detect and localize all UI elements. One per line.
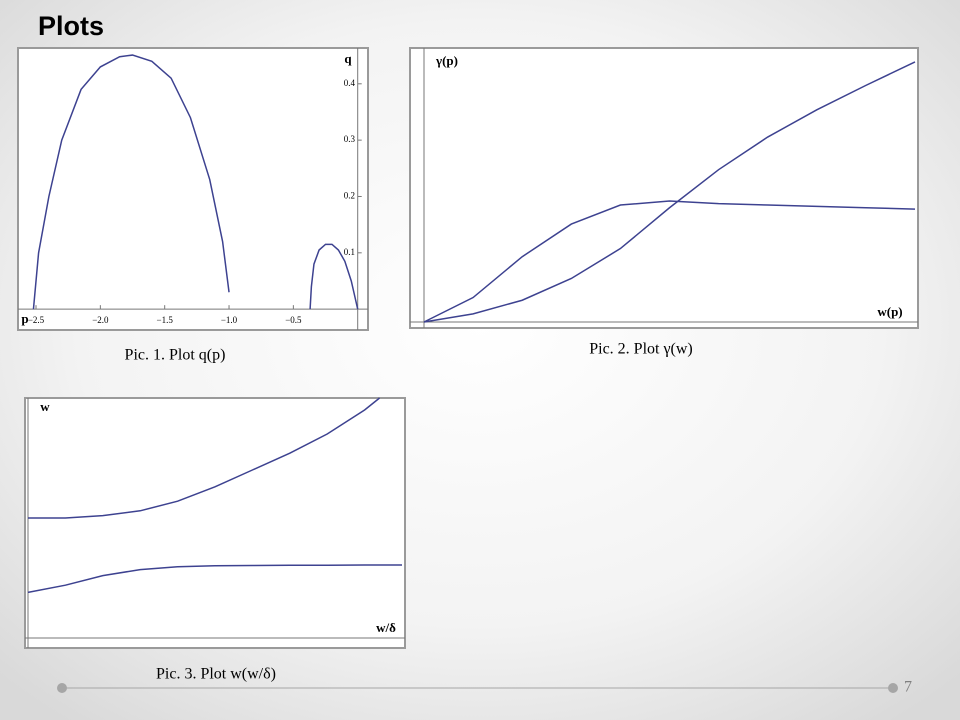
x-tick-label: −2.5 [28,315,45,325]
x-tick-label: −0.5 [285,315,302,325]
curve [32,54,230,310]
y-tick-label: 0.3 [344,134,356,144]
y-tick-label: 0.2 [344,191,355,201]
caption: Pic. 3. Plot w(w/δ) [156,666,276,683]
y-tick-label: 0.4 [344,78,356,88]
slide-title: Plots [38,11,104,41]
x-tick-label: −1.5 [157,315,174,325]
y-tick-label: 0.1 [344,247,355,257]
x-tick-label: −2.0 [92,315,109,325]
plot-background [24,397,406,649]
plot-background [17,47,369,331]
page-number: 7 [904,679,912,696]
x-axis-label: w(p) [877,304,902,319]
x-axis-label: w/δ [376,620,396,635]
curve [423,61,916,323]
curve [27,564,402,594]
plot-background [409,47,919,329]
curve [423,200,916,323]
caption: Pic. 1. Plot q(p) [125,347,226,364]
caption: Pic. 2. Plot γ(w) [589,341,693,358]
y-axis-label: γ(p) [435,53,458,68]
y-axis-label: q [344,51,352,66]
curve [309,243,359,310]
x-axis-label: p [21,311,28,326]
y-axis-label: w [40,399,50,414]
footer-dot [57,683,67,693]
curve [28,397,381,519]
footer-dot [888,683,898,693]
x-tick-label: −1.0 [221,315,238,325]
